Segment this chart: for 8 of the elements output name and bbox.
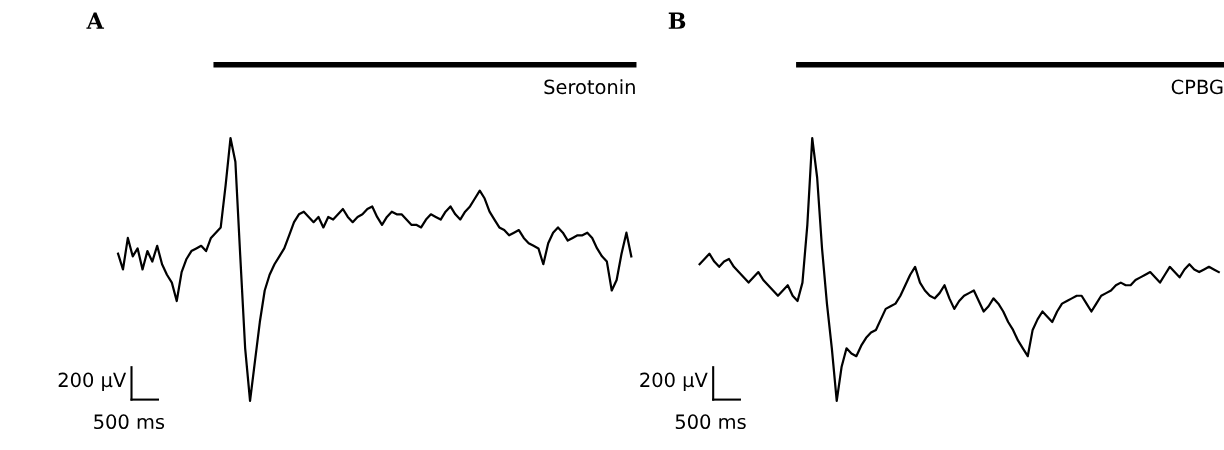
- text: CPBG: [1171, 79, 1223, 95]
- text: 500 ms: [675, 414, 746, 430]
- text: Serotonin: [544, 79, 635, 95]
- chart-title: A: [86, 12, 105, 29]
- annotation: 200 µV: [58, 372, 127, 392]
- chart-title: B: [668, 12, 686, 29]
- annotation: 200 µV: [640, 372, 708, 392]
- text: 500 ms: [94, 414, 165, 430]
